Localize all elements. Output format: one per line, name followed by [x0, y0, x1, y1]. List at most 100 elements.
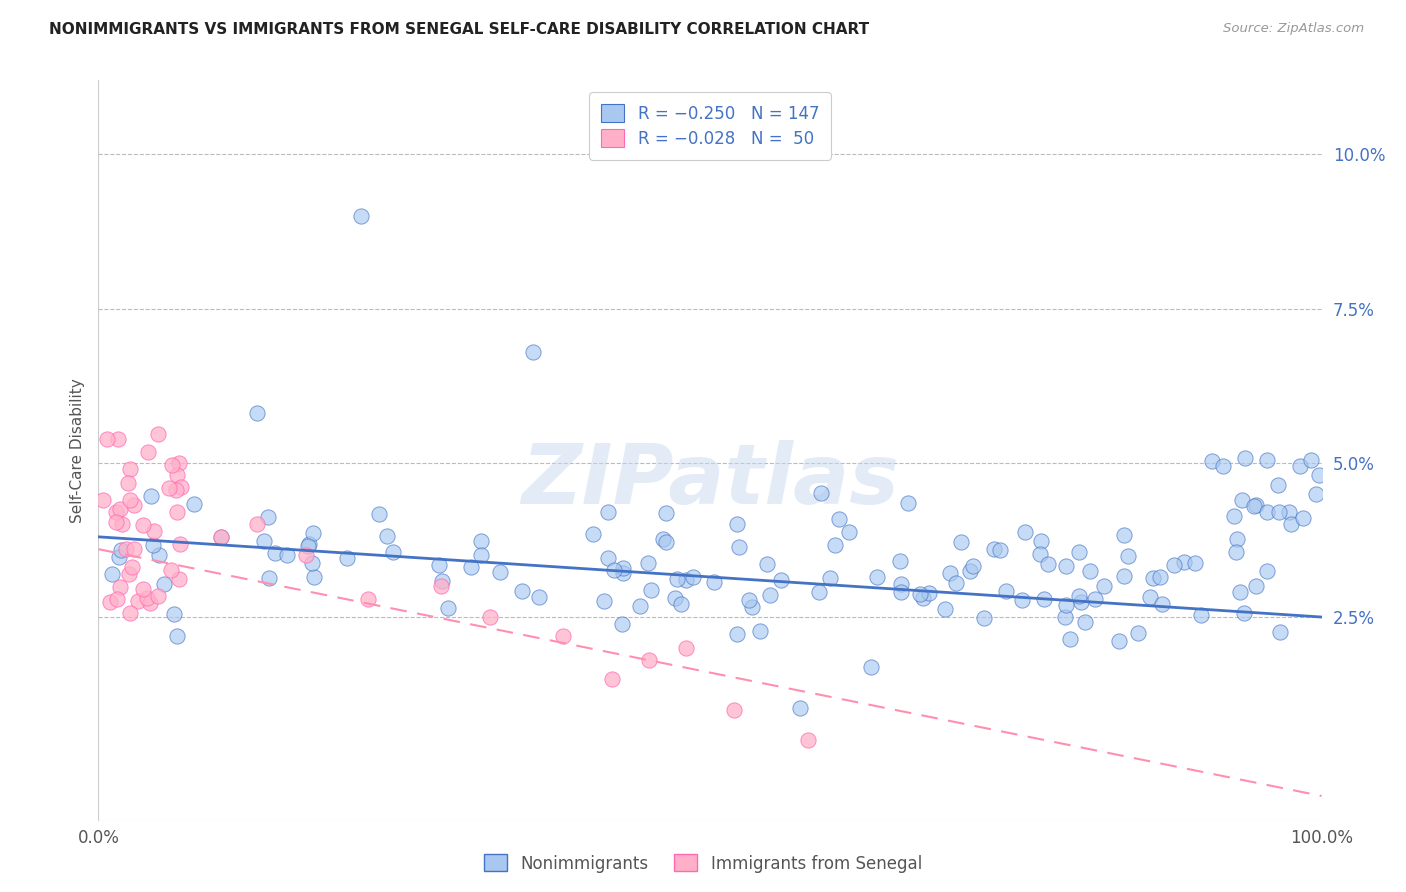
Point — [253, 534, 276, 549]
Point — [664, 591, 686, 605]
Point — [148, 548, 170, 562]
Point — [246, 517, 269, 532]
Point — [1054, 599, 1077, 613]
Point — [1225, 532, 1247, 546]
Point — [860, 660, 883, 674]
Point — [263, 546, 285, 560]
Point — [1112, 528, 1135, 542]
Point — [122, 541, 145, 556]
Point — [160, 563, 183, 577]
Point — [610, 617, 633, 632]
Point — [166, 505, 188, 519]
Point — [756, 557, 779, 571]
Point — [167, 572, 190, 586]
Point — [950, 534, 973, 549]
Point — [470, 533, 492, 548]
Text: ZIPatlas: ZIPatlas — [522, 440, 898, 521]
Point — [120, 606, 142, 620]
Point — [818, 571, 841, 585]
Point — [655, 535, 678, 549]
Point — [139, 596, 162, 610]
Point — [522, 344, 544, 359]
Point — [789, 701, 811, 715]
Point — [675, 573, 697, 587]
Point — [153, 577, 176, 591]
Point — [918, 586, 941, 600]
Point — [1279, 517, 1302, 532]
Point — [101, 567, 124, 582]
Point — [727, 627, 749, 641]
Point — [1256, 565, 1278, 579]
Point — [1308, 468, 1330, 483]
Point — [356, 591, 378, 606]
Point — [297, 539, 319, 553]
Point — [1080, 564, 1102, 578]
Point — [703, 574, 725, 589]
Point — [209, 530, 232, 544]
Point — [166, 468, 188, 483]
Point — [1268, 625, 1291, 640]
Point — [429, 558, 451, 572]
Point — [460, 559, 482, 574]
Point — [96, 432, 118, 446]
Point — [738, 592, 761, 607]
Point — [939, 566, 962, 580]
Point — [1212, 458, 1234, 473]
Point — [108, 580, 131, 594]
Point — [945, 575, 967, 590]
Point — [1267, 477, 1289, 491]
Point — [350, 209, 373, 223]
Point — [1054, 609, 1077, 624]
Point — [368, 507, 391, 521]
Point — [1256, 505, 1278, 519]
Point — [1014, 525, 1036, 540]
Point — [1244, 499, 1267, 513]
Point — [91, 492, 114, 507]
Point — [1243, 499, 1265, 513]
Point — [470, 548, 492, 562]
Point — [728, 540, 751, 554]
Point — [437, 600, 460, 615]
Point — [1288, 458, 1310, 473]
Point — [1163, 558, 1185, 573]
Legend: Nonimmigrants, Immigrants from Senegal: Nonimmigrants, Immigrants from Senegal — [478, 847, 928, 880]
Point — [259, 571, 281, 585]
Point — [1142, 571, 1164, 585]
Point — [581, 527, 603, 541]
Point — [276, 549, 298, 563]
Point — [1059, 632, 1081, 647]
Point — [1292, 511, 1315, 525]
Point — [1173, 556, 1195, 570]
Text: NONIMMIGRANTS VS IMMIGRANTS FROM SENEGAL SELF-CARE DISABILITY CORRELATION CHART: NONIMMIGRANTS VS IMMIGRANTS FROM SENEGAL… — [49, 22, 869, 37]
Point — [1067, 589, 1090, 603]
Point — [430, 579, 453, 593]
Point — [1108, 633, 1130, 648]
Point — [1256, 452, 1278, 467]
Point — [1244, 579, 1267, 593]
Text: Source: ZipAtlas.com: Source: ZipAtlas.com — [1223, 22, 1364, 36]
Point — [1116, 549, 1139, 564]
Point — [375, 529, 398, 543]
Point — [988, 543, 1011, 558]
Point — [959, 564, 981, 578]
Point — [146, 589, 169, 603]
Point — [1054, 559, 1077, 574]
Legend: R = −0.250   N = 147, R = −0.028   N =  50: R = −0.250 N = 147, R = −0.028 N = 50 — [589, 92, 831, 160]
Point — [890, 577, 912, 591]
Point — [118, 493, 141, 508]
Point — [889, 554, 911, 568]
Point — [142, 524, 165, 538]
Point — [160, 458, 183, 472]
Point — [1201, 454, 1223, 468]
Point — [824, 538, 846, 552]
Point — [135, 591, 157, 606]
Point — [120, 462, 142, 476]
Point — [167, 456, 190, 470]
Point — [1278, 505, 1301, 519]
Point — [170, 480, 193, 494]
Point — [637, 556, 659, 570]
Point — [1084, 592, 1107, 607]
Point — [675, 640, 697, 655]
Point — [136, 444, 159, 458]
Point — [1233, 450, 1256, 465]
